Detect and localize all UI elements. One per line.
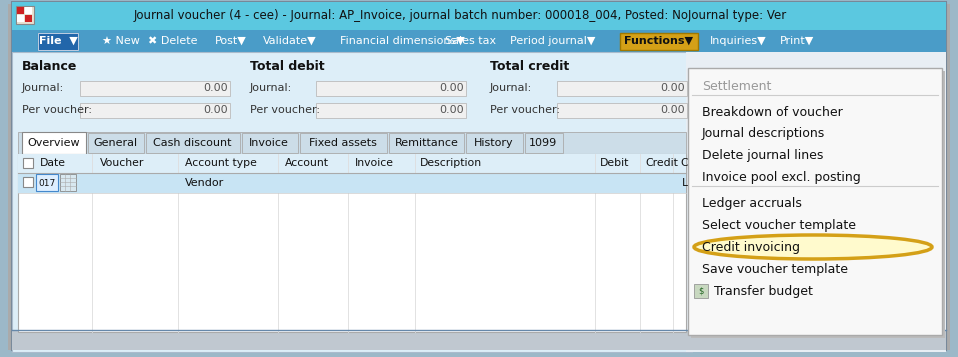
Text: Overview: Overview (28, 138, 80, 148)
Bar (316, 103, 466, 118)
Bar (36, 174, 58, 191)
Bar (300, 133, 387, 153)
Bar (23, 158, 33, 168)
Bar (18, 154, 686, 332)
Text: Account type: Account type (185, 158, 257, 168)
Text: 0.00: 0.00 (440, 83, 464, 93)
Bar (686, 52, 946, 352)
Text: Voucher: Voucher (100, 158, 145, 168)
Text: Per voucher:: Per voucher: (250, 105, 320, 115)
Bar (467, 133, 523, 153)
Text: Credit invoicing: Credit invoicing (702, 241, 800, 253)
Text: Validate▼: Validate▼ (263, 36, 317, 46)
Bar (12, 2, 946, 30)
Text: Settlement: Settlement (702, 80, 771, 94)
Text: Save voucher template: Save voucher template (702, 262, 848, 276)
Text: Per voucher:: Per voucher: (490, 105, 560, 115)
Text: Debit: Debit (600, 158, 629, 168)
Text: Invoice: Invoice (249, 138, 289, 148)
Bar (18, 132, 686, 154)
Bar (688, 68, 942, 335)
Text: 0.00: 0.00 (660, 83, 685, 93)
Text: Journal descriptions: Journal descriptions (702, 127, 825, 141)
Bar (38, 33, 78, 50)
Bar (16, 6, 34, 24)
Text: ✖ Delete: ✖ Delete (148, 36, 197, 46)
Text: 1099: 1099 (529, 138, 558, 148)
Text: Transfer budget: Transfer budget (714, 285, 813, 297)
Text: Financial dimensions▼: Financial dimensions▼ (340, 36, 465, 46)
Text: Remittance: Remittance (395, 138, 458, 148)
Text: 017: 017 (38, 178, 56, 187)
Bar (38, 33, 78, 50)
Text: Journal:: Journal: (490, 83, 533, 93)
Text: Ledger accruals: Ledger accruals (702, 196, 802, 210)
Bar (620, 33, 698, 50)
Text: Breakdown of voucher: Breakdown of voucher (702, 106, 843, 119)
Bar (389, 133, 465, 153)
Text: L: L (682, 178, 688, 188)
Text: Balance: Balance (22, 60, 78, 72)
Text: Vendor: Vendor (185, 178, 224, 188)
Bar (80, 81, 230, 96)
Ellipse shape (694, 235, 932, 259)
Text: ★ New: ★ New (102, 36, 140, 46)
Bar (146, 133, 240, 153)
Bar (12, 330, 946, 350)
Text: Credit: Credit (645, 158, 678, 168)
Text: Journal voucher (4 - cee) - Journal: AP_Invoice, journal batch number: 000018_00: Journal voucher (4 - cee) - Journal: AP_… (133, 10, 787, 22)
Text: Post▼: Post▼ (215, 36, 247, 46)
Bar (694, 284, 708, 298)
Text: Delete journal lines: Delete journal lines (702, 150, 823, 162)
Bar (557, 103, 687, 118)
Text: Inquiries▼: Inquiries▼ (710, 36, 766, 46)
Bar (60, 174, 76, 191)
Text: Invoice: Invoice (355, 158, 394, 168)
Bar (18, 154, 686, 173)
Text: Description: Description (420, 158, 482, 168)
Text: Fixed assets: Fixed assets (309, 138, 377, 148)
Text: Total debit: Total debit (250, 60, 325, 72)
Bar (17, 15, 24, 22)
Text: Functions▼: Functions▼ (625, 36, 694, 46)
Bar (80, 103, 230, 118)
Text: Period journal▼: Period journal▼ (510, 36, 595, 46)
Bar (12, 52, 692, 352)
Bar (691, 71, 945, 338)
Text: Cash discount: Cash discount (153, 138, 232, 148)
Text: Journal:: Journal: (22, 83, 64, 93)
Text: History: History (474, 138, 513, 148)
Text: $: $ (698, 287, 704, 296)
Bar (316, 81, 466, 96)
Bar (525, 133, 562, 153)
Text: 0.00: 0.00 (440, 105, 464, 115)
Bar (87, 133, 144, 153)
Text: Per voucher:: Per voucher: (22, 105, 92, 115)
Bar (557, 81, 687, 96)
Text: Select voucher template: Select voucher template (702, 218, 856, 231)
Text: Invoice pool excl. posting: Invoice pool excl. posting (702, 171, 860, 185)
Bar (23, 177, 33, 187)
Text: File  ▼: File ▼ (38, 36, 78, 46)
Text: 0.00: 0.00 (203, 83, 228, 93)
Text: General: General (93, 138, 137, 148)
Text: Date: Date (40, 158, 66, 168)
Text: Account: Account (285, 158, 329, 168)
Bar (25, 7, 32, 14)
Text: Sales tax: Sales tax (445, 36, 496, 46)
Text: C: C (680, 158, 688, 168)
Bar (18, 173, 686, 193)
Text: Journal:: Journal: (250, 83, 292, 93)
Bar (18, 57, 686, 130)
Bar (241, 133, 298, 153)
Bar (17, 7, 24, 14)
Text: Print▼: Print▼ (780, 36, 814, 46)
Bar (25, 15, 32, 22)
Text: Total credit: Total credit (490, 60, 569, 72)
Bar (12, 30, 946, 52)
Bar (22, 132, 85, 154)
Text: 0.00: 0.00 (660, 105, 685, 115)
Text: 0.00: 0.00 (203, 105, 228, 115)
